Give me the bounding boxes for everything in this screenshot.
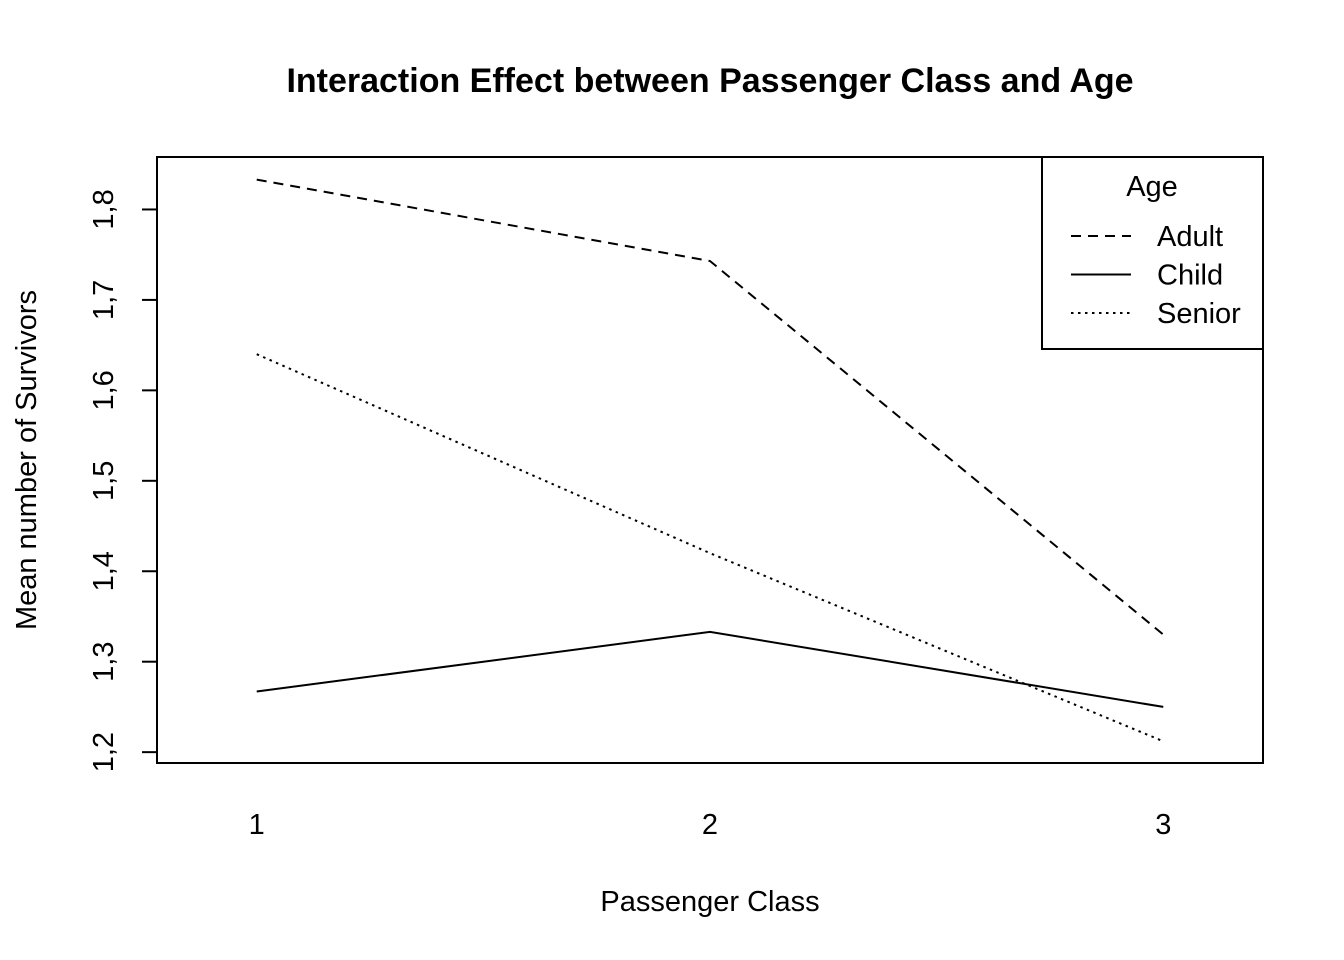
series-line-adult bbox=[256, 178, 1164, 636]
series-line-senior bbox=[256, 353, 1164, 743]
series-lines bbox=[256, 178, 1164, 743]
series-line-child bbox=[256, 630, 1164, 708]
legend: Age Adult Child Senior bbox=[1041, 156, 1264, 350]
y-tick-label: 1,5 bbox=[88, 461, 120, 501]
y-tick-label: 1,4 bbox=[88, 551, 120, 591]
x-tick-label: 2 bbox=[702, 809, 718, 841]
legend-label-adult: Adult bbox=[1157, 221, 1223, 253]
y-tick-label: 1,8 bbox=[88, 189, 120, 229]
x-axis: 1 2 3 bbox=[249, 809, 1172, 841]
legend-label-child: Child bbox=[1157, 260, 1223, 292]
legend-title: Age bbox=[1126, 171, 1178, 203]
legend-box bbox=[1041, 156, 1264, 350]
y-tick-label: 1,6 bbox=[88, 370, 120, 410]
legend-label-senior: Senior bbox=[1157, 298, 1241, 330]
y-axis: 1,2 1,3 1,4 1,5 1,6 1,7 1,8 bbox=[88, 189, 158, 772]
x-axis-label: Passenger Class bbox=[600, 886, 819, 918]
x-tick-label: 1 bbox=[249, 809, 265, 841]
y-axis-label: Mean number of Survivors bbox=[11, 290, 43, 630]
x-tick-label: 3 bbox=[1155, 809, 1171, 841]
y-tick-label: 1,2 bbox=[88, 732, 120, 772]
y-tick-label: 1,3 bbox=[88, 642, 120, 682]
chart-title: Interaction Effect between Passenger Cla… bbox=[286, 62, 1133, 100]
y-tick-label: 1,7 bbox=[88, 280, 120, 320]
